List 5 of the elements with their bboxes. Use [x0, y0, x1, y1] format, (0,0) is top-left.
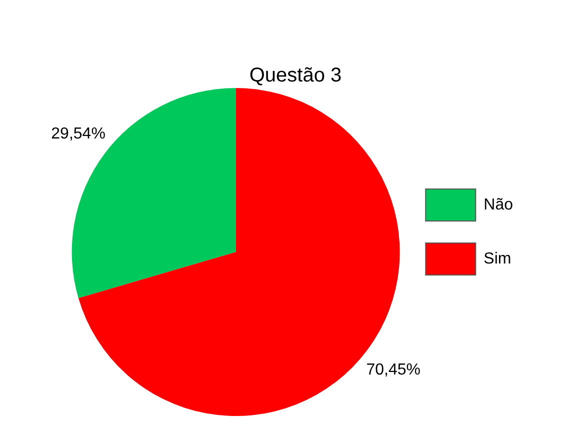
legend-label: Não: [484, 196, 514, 214]
data-label: 29,54%: [51, 125, 106, 142]
chart-title: Questão 3: [249, 64, 342, 87]
data-label: 70,45%: [366, 361, 420, 378]
legend-label: Sim: [484, 250, 512, 268]
